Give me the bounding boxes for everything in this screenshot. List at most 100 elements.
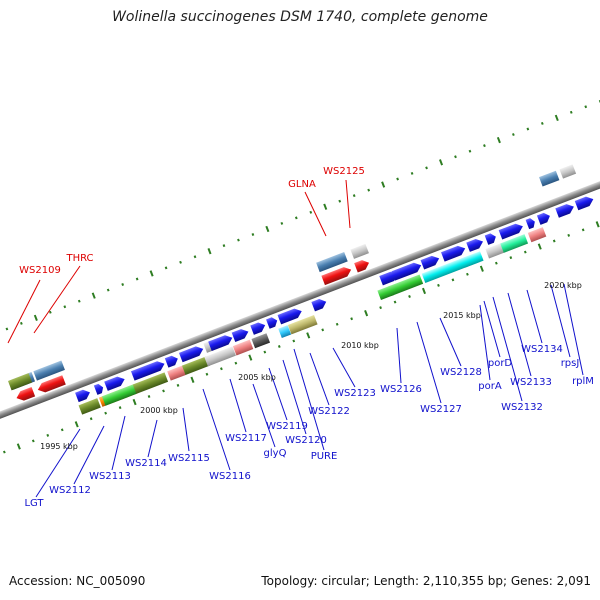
gene-feature[interactable] xyxy=(525,217,537,230)
lower-scale-dot xyxy=(60,428,64,432)
gene-label[interactable]: WS2125 xyxy=(323,166,365,177)
gene-label[interactable]: GLNA xyxy=(288,179,316,190)
gene-feature[interactable] xyxy=(250,320,267,335)
gene-feature[interactable] xyxy=(104,374,126,391)
gene-feature[interactable] xyxy=(93,383,105,395)
gene-label[interactable]: WS2133 xyxy=(510,377,552,388)
gene-feature[interactable] xyxy=(539,170,560,187)
gene-label[interactable]: WS2109 xyxy=(19,265,61,276)
gene-label[interactable]: WS2126 xyxy=(380,384,422,395)
upper-scale-dot xyxy=(149,270,154,277)
gene-feature[interactable] xyxy=(7,373,33,391)
gene-feature[interactable] xyxy=(33,360,65,381)
gene-label[interactable]: WS2123 xyxy=(334,388,376,399)
gene-feature[interactable] xyxy=(204,346,236,367)
gene-feature[interactable] xyxy=(181,356,210,376)
gene-label[interactable]: WS2127 xyxy=(420,404,462,415)
gene-feature[interactable] xyxy=(484,232,498,245)
upper-scale-dot xyxy=(63,305,67,309)
gene-feature[interactable] xyxy=(167,365,186,381)
gene-feature[interactable] xyxy=(485,243,504,259)
gene-feature[interactable] xyxy=(466,237,485,252)
gene-label[interactable]: WS2116 xyxy=(209,471,251,482)
position-tick-label: 2005 kbp xyxy=(238,373,276,382)
upper-scale-dot xyxy=(569,110,573,114)
gene-label[interactable]: glyQ xyxy=(264,448,287,459)
leader-line xyxy=(147,419,158,458)
gene-feature[interactable] xyxy=(420,254,441,270)
gene-feature[interactable] xyxy=(231,327,251,342)
gene-label[interactable]: rpsJ xyxy=(561,358,580,369)
gene-labels: WS2109 THRC GLNA WS2125 LGT WS2112 WS2113 WS211… xyxy=(19,166,594,509)
lower-scale-dot xyxy=(205,372,209,376)
gene-feature[interactable] xyxy=(232,339,254,356)
leader-line xyxy=(111,415,126,471)
gene-feature[interactable] xyxy=(132,372,169,394)
gene-label[interactable]: THRC xyxy=(65,253,93,264)
gene-label[interactable]: WS2120 xyxy=(285,435,327,446)
gene-feature[interactable] xyxy=(536,211,552,225)
genome-axis xyxy=(0,131,600,469)
gene-feature[interactable] xyxy=(311,297,328,312)
lower-scale-dot xyxy=(277,345,281,348)
lower-scale-dot xyxy=(494,261,498,265)
gene-label[interactable]: WS2112 xyxy=(49,485,91,496)
leader-line xyxy=(7,279,41,344)
gene-feature[interactable] xyxy=(555,202,575,218)
gene-label[interactable]: WS2128 xyxy=(440,367,482,378)
gene-feature[interactable] xyxy=(441,244,467,262)
position-tick-label: 1995 kbp xyxy=(40,442,78,451)
upper-scale-dot xyxy=(367,188,371,192)
gene-feature[interactable] xyxy=(179,344,205,363)
gene-feature[interactable] xyxy=(36,375,66,394)
gene-feature[interactable] xyxy=(15,386,36,403)
gene-feature[interactable] xyxy=(164,354,180,368)
gene-feature[interactable] xyxy=(354,258,371,273)
upper-scale-dot xyxy=(584,105,588,109)
gene-feature[interactable] xyxy=(574,195,595,211)
gene-feature[interactable] xyxy=(321,265,353,286)
gene-feature[interactable] xyxy=(350,243,369,259)
gene-label[interactable]: WS2115 xyxy=(168,453,210,464)
gene-label[interactable]: WS2117 xyxy=(225,433,267,444)
gene-label[interactable]: porA xyxy=(478,381,502,392)
gene-feature[interactable] xyxy=(266,316,279,329)
gene-feature[interactable] xyxy=(387,274,424,296)
gene-label[interactable]: rplM xyxy=(572,376,594,387)
gene-feature[interactable] xyxy=(130,359,166,381)
gene-feature[interactable] xyxy=(391,261,423,281)
leader-line xyxy=(479,304,491,381)
gene-feature[interactable] xyxy=(251,333,271,349)
gene-feature[interactable] xyxy=(527,227,547,243)
gene-label[interactable]: PURE xyxy=(311,451,338,462)
gene-feature[interactable] xyxy=(498,222,525,240)
gene-feature[interactable] xyxy=(316,251,348,273)
gene-feature[interactable] xyxy=(500,234,529,253)
lower-scale-dot xyxy=(408,295,411,298)
gene-label[interactable]: WS2114 xyxy=(125,458,167,469)
gene-feature[interactable] xyxy=(461,251,484,268)
gene-feature[interactable] xyxy=(101,384,138,406)
gene-feature[interactable] xyxy=(278,325,292,339)
leader-line xyxy=(345,179,351,229)
gene-label[interactable]: WS2113 xyxy=(89,471,131,482)
gene-feature[interactable] xyxy=(559,164,577,179)
gene-feature[interactable] xyxy=(208,333,234,352)
gene-feature[interactable] xyxy=(78,398,101,415)
lower-scale-dot xyxy=(2,450,6,454)
upper-scale-dot xyxy=(164,266,168,270)
position-tick-label: 2010 kbp xyxy=(341,341,379,350)
gene-label[interactable]: porD xyxy=(488,358,513,369)
gene-label[interactable]: WS2134 xyxy=(521,344,563,355)
gene-feature[interactable] xyxy=(287,314,318,335)
gene-feature[interactable] xyxy=(75,388,92,403)
upper-scale-dot xyxy=(294,216,298,220)
gene-label[interactable]: WS2132 xyxy=(501,402,543,413)
position-tick-label: 2020 kbp xyxy=(544,281,582,290)
gene-label[interactable]: LGT xyxy=(24,498,44,509)
gene-label[interactable]: WS2119 xyxy=(266,421,308,432)
gene-feature[interactable] xyxy=(277,306,304,325)
leader-line xyxy=(483,300,501,358)
gene-label[interactable]: WS2122 xyxy=(308,406,350,417)
